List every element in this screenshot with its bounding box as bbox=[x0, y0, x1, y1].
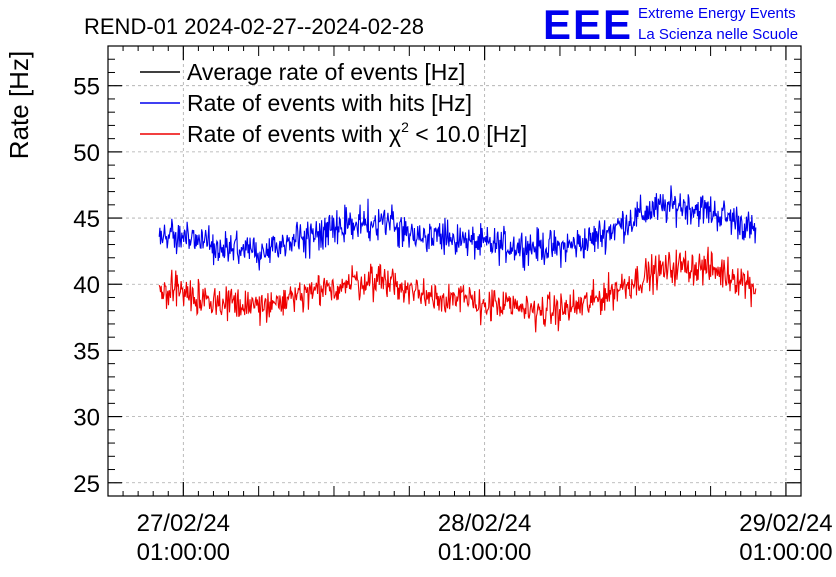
y-tick-label: 45 bbox=[73, 206, 100, 233]
y-tick-label: 30 bbox=[73, 405, 100, 432]
y-tick-label: 55 bbox=[73, 74, 100, 101]
x-tick-label-date: 29/02/24 bbox=[739, 510, 832, 537]
y-tick-label: 50 bbox=[73, 140, 100, 167]
axis-ticks: 2530354045505527/02/2401:00:0028/02/2401… bbox=[73, 45, 833, 566]
x-tick-label-date: 28/02/24 bbox=[438, 510, 531, 537]
series-layer bbox=[158, 185, 757, 333]
eee-logo: EEE Extreme Energy Events La Scienza nel… bbox=[543, 1, 798, 48]
y-tick-label: 35 bbox=[73, 338, 100, 365]
logo-line1: Extreme Energy Events bbox=[638, 5, 796, 22]
x-tick-label-time: 01:00:00 bbox=[137, 539, 230, 566]
x-tick-label-time: 01:00:00 bbox=[739, 539, 832, 566]
x-tick-label-date: 27/02/24 bbox=[137, 510, 230, 537]
x-tick-label-time: 01:00:00 bbox=[438, 539, 531, 566]
legend-label-hits: Rate of events with hits [Hz] bbox=[187, 90, 472, 116]
legend-label-chi2-sup: 2 bbox=[401, 119, 409, 135]
legend-label-chi2-main: Rate of events with χ bbox=[187, 121, 401, 147]
legend-label-chi2: Rate of events with χ2 < 10.0 [Hz] bbox=[187, 119, 527, 147]
chart-title: REND-01 2024-02-27--2024-02-28 bbox=[84, 14, 424, 39]
y-tick-label: 25 bbox=[73, 471, 100, 498]
legend: Average rate of events [Hz] Rate of even… bbox=[140, 59, 527, 147]
series-line-2 bbox=[158, 246, 757, 333]
legend-label-chi2-end: < 10.0 [Hz] bbox=[409, 121, 527, 147]
legend-label-average: Average rate of events [Hz] bbox=[187, 59, 465, 85]
y-tick-label: 40 bbox=[73, 272, 100, 299]
series-line-1 bbox=[158, 185, 757, 271]
y-axis-label: Rate [Hz] bbox=[4, 51, 34, 159]
logo-letters: EEE bbox=[543, 1, 633, 48]
logo-line2: La Scienza nelle Scuole bbox=[638, 26, 798, 43]
